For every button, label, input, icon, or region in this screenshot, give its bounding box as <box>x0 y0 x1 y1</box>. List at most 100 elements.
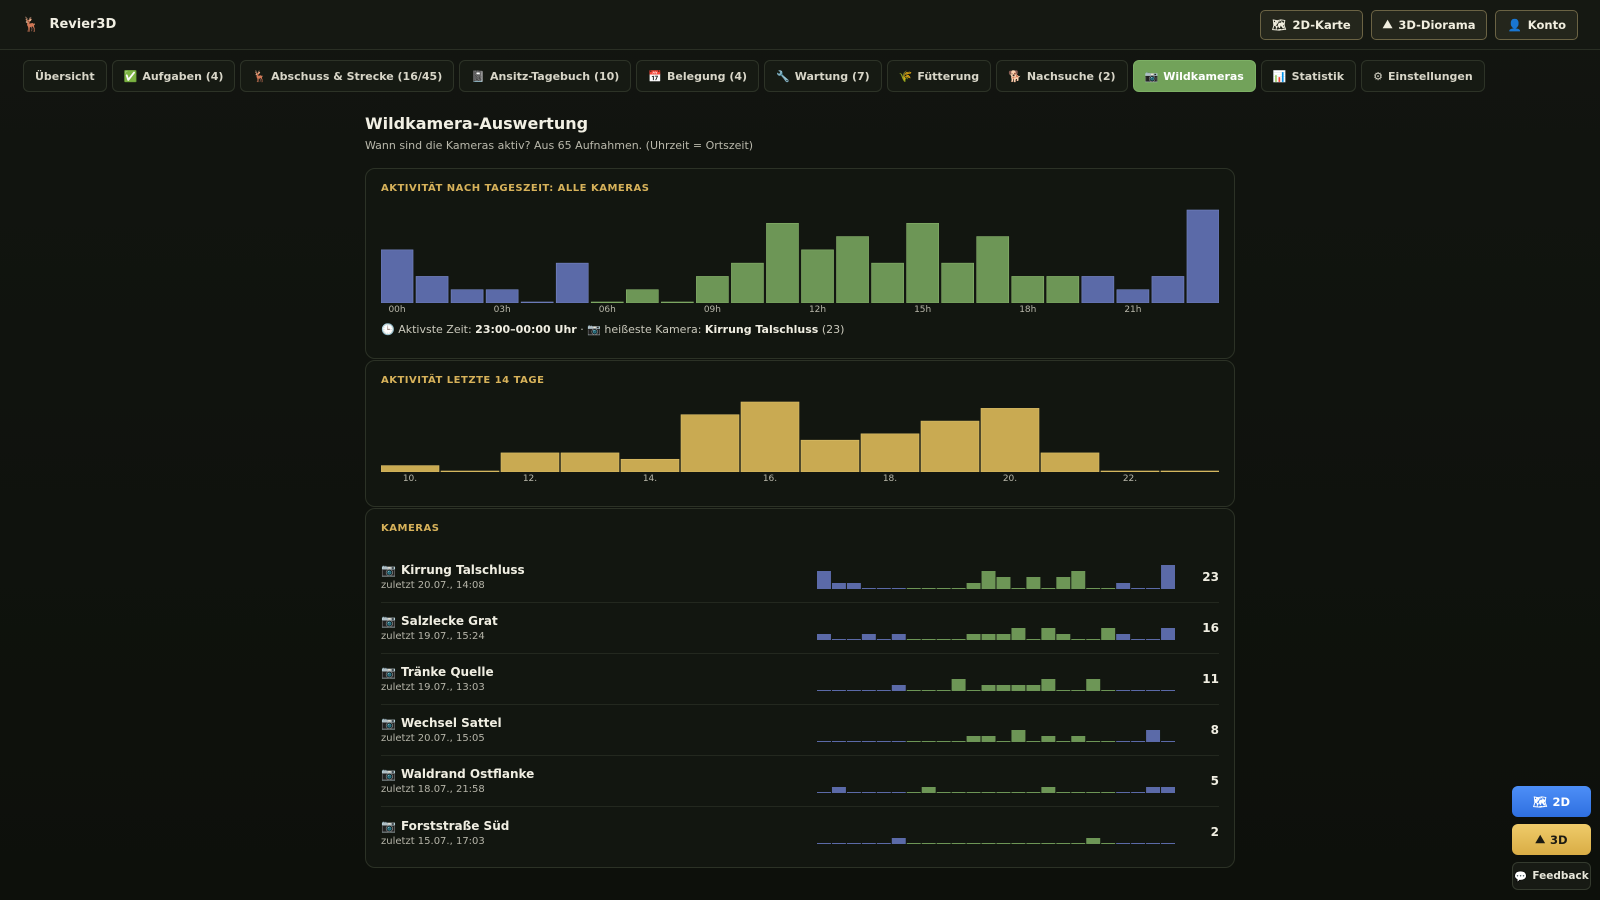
tab-übersicht[interactable]: Übersicht <box>23 60 107 92</box>
camera-sparkline-bar <box>981 571 996 589</box>
camera-sparkline-bar <box>1161 565 1175 589</box>
brand[interactable]: 🦌 Revier3D <box>22 17 116 33</box>
camera-row[interactable]: 📷 Forststraße Süd zuletzt 15.07., 17:03 2 <box>381 807 1219 858</box>
tab-statistik[interactable]: 📊 Statistik <box>1260 60 1357 92</box>
camera-sparkline-bar <box>1041 679 1056 691</box>
tab-wildkameras[interactable]: 📷 Wildkameras <box>1132 60 1256 92</box>
camera-sparkline-bar <box>981 685 996 691</box>
camera-count: 5 <box>1210 774 1219 788</box>
camera-icon: 📷 <box>381 614 396 628</box>
daily-tick-label: 12. <box>522 474 538 484</box>
feedback-label: Feedback <box>1532 870 1589 882</box>
camera-sparkline-bar <box>1116 634 1131 640</box>
camera-sparkline <box>817 564 1175 589</box>
daily-bar <box>800 439 860 473</box>
camera-sparkline-bar <box>1131 588 1146 589</box>
camera-sparkline-svg <box>817 628 1175 640</box>
map-icon: 🗺 <box>1532 794 1548 809</box>
camera-sparkline-bar <box>876 588 891 589</box>
camera-sparkline-bar <box>1026 843 1041 844</box>
deer-logo-icon: 🦌 <box>22 16 40 33</box>
camera-row[interactable]: 📷 Waldrand Ostflanke zuletzt 18.07., 21:58… <box>381 756 1219 807</box>
camera-sparkline-bar <box>951 792 966 793</box>
mountain-icon: ⛰ <box>1382 17 1393 31</box>
fab-3d-button[interactable]: ⛰ 3D <box>1512 824 1591 855</box>
tab-icon: 🐕 <box>1008 69 1022 83</box>
tab-ansitz-tagebuch-10[interactable]: 📓 Ansitz-Tagebuch (10) <box>459 60 632 92</box>
camera-sparkline-bar <box>951 639 966 640</box>
camera-sparkline <box>817 717 1175 742</box>
camera-count: 8 <box>1210 723 1219 737</box>
camera-sparkline-bar <box>966 690 981 691</box>
hourly-bar <box>450 289 484 304</box>
map-2d-button[interactable]: 🗺 2D-Karte <box>1259 9 1363 40</box>
daily-ticks: 10. 12. 14. 16. 18. 20. 22. <box>381 472 1219 486</box>
camera-sparkline-bar <box>966 634 981 640</box>
hourly-bar <box>976 236 1010 304</box>
camera-sparkline-bar <box>1116 792 1131 793</box>
hourly-bar <box>906 222 939 304</box>
hourly-bar <box>801 249 834 304</box>
camera-sparkline-bar <box>831 741 846 742</box>
daily-bar <box>740 401 800 473</box>
daily-bar <box>920 420 980 473</box>
camera-sparkline-bar <box>817 634 831 640</box>
active-time-prefix: Aktivste Zeit: <box>398 323 472 336</box>
tab-abschuss-strecke-16-45[interactable]: 🦌 Abschuss & Strecke (16/45) <box>240 60 455 92</box>
camera-sparkline-bar <box>846 639 861 640</box>
camera-name: Tränke Quelle <box>400 665 494 679</box>
camera-row[interactable]: 📷 Tränke Quelle zuletzt 19.07., 13:03 11 <box>381 654 1219 705</box>
tab-label: Statistik <box>1291 69 1345 83</box>
cameras-card: Kameras 📷 Kirrung Talschluss zuletzt 20.07… <box>365 508 1235 868</box>
account-label: Konto <box>1527 17 1566 32</box>
camera-sparkline-bar <box>936 792 951 793</box>
diorama-3d-button[interactable]: ⛰ 3D-Diorama <box>1370 9 1488 40</box>
account-button[interactable]: 👤 Konto <box>1495 9 1578 40</box>
tab-nachsuche-2[interactable]: 🐕 Nachsuche (2) <box>996 60 1128 92</box>
camera-last-seen: zuletzt 15.07., 17:03 <box>381 835 485 847</box>
camera-sparkline-bar <box>1161 628 1175 640</box>
camera-sparkline-bar <box>966 843 981 844</box>
fab-2d-button[interactable]: 🗺 2D <box>1512 786 1591 817</box>
camera-sparkline-bar <box>1071 792 1086 793</box>
feedback-button[interactable]: 💬 Feedback <box>1512 862 1591 890</box>
daily-bar <box>1040 452 1100 473</box>
camera-sparkline-bar <box>876 690 891 691</box>
tab-fütterung[interactable]: 🌾 Fütterung <box>886 60 992 92</box>
camera-icon: 📷 <box>381 665 396 679</box>
camera-sparkline-bar <box>1101 690 1116 691</box>
daily-tick-label: 20. <box>1002 474 1018 484</box>
camera-sparkline-bar <box>891 685 906 691</box>
tab-wartung-7[interactable]: 🔧 Wartung (7) <box>764 60 882 92</box>
camera-sparkline-bar <box>1011 628 1026 640</box>
tab-einstellungen[interactable]: ⚙ Einstellungen <box>1361 60 1485 92</box>
camera-sparkline-bar <box>1056 792 1071 793</box>
camera-name-line: 📷 Waldrand Ostflanke <box>381 767 811 781</box>
camera-last-seen: zuletzt 19.07., 15:24 <box>381 631 485 642</box>
camera-row[interactable]: 📷 Kirrung Talschluss zuletzt 20.07., 14:08… <box>381 552 1219 603</box>
camera-count: 2 <box>1210 825 1219 839</box>
tab-belegung-4[interactable]: 📅 Belegung (4) <box>636 60 760 92</box>
hourly-activity-card: Aktivität nach Tageszeit: alle Kameras 0… <box>365 168 1235 359</box>
camera-list: 📷 Kirrung Talschluss zuletzt 20.07., 14:08… <box>381 552 1219 858</box>
camera-sparkline-bar <box>1086 679 1101 691</box>
camera-last-seen: zuletzt 20.07., 14:08 <box>381 580 485 591</box>
camera-sparkline-bar <box>1146 730 1161 742</box>
camera-last-seen: zuletzt 20.07., 15:05 <box>381 733 485 744</box>
camera-name-line: 📷 Wechsel Sattel <box>381 716 811 730</box>
camera-sparkline-bar <box>1101 588 1116 589</box>
camera-icon: 📷 <box>381 818 396 833</box>
fab-2d-label: 2D <box>1552 794 1571 809</box>
camera-sparkline-bar <box>996 685 1011 691</box>
camera-sparkline-bar <box>831 843 846 844</box>
tab-aufgaben-4[interactable]: ✅ Aufgaben (4) <box>111 60 236 92</box>
camera-sparkline-bar <box>817 690 831 691</box>
camera-sparkline-bar <box>1161 741 1175 742</box>
fab-3d-label: 3D <box>1550 832 1568 847</box>
camera-row[interactable]: 📷 Salzlecke Grat zuletzt 19.07., 15:24 16 <box>381 603 1219 654</box>
camera-sparkline-bar <box>876 792 891 793</box>
hourly-bar <box>766 222 799 304</box>
mountain-icon: ⛰ <box>1535 832 1546 846</box>
camera-row[interactable]: 📷 Wechsel Sattel zuletzt 20.07., 15:05 8 <box>381 705 1219 756</box>
tab-icon: ⚙ <box>1373 69 1383 83</box>
